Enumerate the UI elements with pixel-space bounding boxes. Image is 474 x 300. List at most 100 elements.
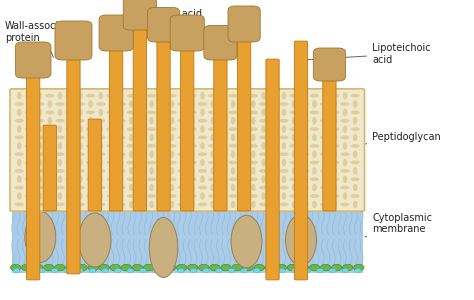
Circle shape xyxy=(178,268,184,273)
Ellipse shape xyxy=(17,192,22,200)
Ellipse shape xyxy=(65,110,75,114)
Ellipse shape xyxy=(127,194,136,198)
Ellipse shape xyxy=(218,102,228,106)
Ellipse shape xyxy=(279,169,289,173)
Ellipse shape xyxy=(47,134,52,141)
Ellipse shape xyxy=(312,150,317,158)
Ellipse shape xyxy=(58,159,62,166)
Ellipse shape xyxy=(109,100,113,108)
Ellipse shape xyxy=(251,184,255,191)
Ellipse shape xyxy=(15,202,24,206)
Circle shape xyxy=(216,268,222,273)
Circle shape xyxy=(114,268,121,273)
Ellipse shape xyxy=(282,176,286,183)
Circle shape xyxy=(292,268,298,273)
Circle shape xyxy=(121,203,132,210)
Circle shape xyxy=(13,268,20,273)
Ellipse shape xyxy=(208,161,217,164)
Ellipse shape xyxy=(96,119,105,123)
Ellipse shape xyxy=(147,127,156,131)
Ellipse shape xyxy=(312,184,317,191)
Ellipse shape xyxy=(96,152,105,156)
Ellipse shape xyxy=(76,169,85,173)
Ellipse shape xyxy=(27,201,32,208)
Ellipse shape xyxy=(178,102,187,106)
Ellipse shape xyxy=(117,202,126,206)
Circle shape xyxy=(276,203,287,210)
FancyBboxPatch shape xyxy=(16,42,51,78)
Circle shape xyxy=(343,264,353,271)
Ellipse shape xyxy=(208,127,217,131)
Ellipse shape xyxy=(45,94,55,98)
Ellipse shape xyxy=(25,161,34,164)
Ellipse shape xyxy=(218,152,228,156)
Ellipse shape xyxy=(170,201,174,208)
Ellipse shape xyxy=(259,202,268,206)
Ellipse shape xyxy=(238,169,248,173)
Ellipse shape xyxy=(58,192,62,200)
Ellipse shape xyxy=(340,169,349,173)
Ellipse shape xyxy=(106,144,116,148)
Ellipse shape xyxy=(35,102,44,106)
Ellipse shape xyxy=(88,150,93,158)
Ellipse shape xyxy=(310,177,319,181)
Ellipse shape xyxy=(88,201,93,208)
Ellipse shape xyxy=(35,186,44,190)
Ellipse shape xyxy=(241,192,246,200)
Circle shape xyxy=(77,203,87,210)
Circle shape xyxy=(132,203,143,210)
Ellipse shape xyxy=(147,94,156,98)
Ellipse shape xyxy=(47,150,52,158)
Circle shape xyxy=(304,268,310,273)
Ellipse shape xyxy=(47,100,52,108)
Ellipse shape xyxy=(45,144,55,148)
Ellipse shape xyxy=(251,134,255,141)
Ellipse shape xyxy=(292,167,296,175)
Ellipse shape xyxy=(106,127,116,131)
Ellipse shape xyxy=(251,100,255,108)
Ellipse shape xyxy=(139,176,144,183)
Circle shape xyxy=(26,268,33,273)
FancyBboxPatch shape xyxy=(228,6,260,42)
Ellipse shape xyxy=(272,134,276,141)
Ellipse shape xyxy=(119,92,123,99)
Ellipse shape xyxy=(149,117,154,124)
Ellipse shape xyxy=(310,94,319,98)
Ellipse shape xyxy=(167,110,176,114)
Ellipse shape xyxy=(188,194,197,198)
Ellipse shape xyxy=(68,100,73,108)
Circle shape xyxy=(143,264,154,271)
Ellipse shape xyxy=(109,184,113,191)
Ellipse shape xyxy=(231,150,235,158)
Ellipse shape xyxy=(190,134,195,141)
Ellipse shape xyxy=(332,201,337,208)
Ellipse shape xyxy=(261,192,266,200)
Circle shape xyxy=(355,268,361,273)
Circle shape xyxy=(329,268,336,273)
Circle shape xyxy=(102,268,109,273)
Ellipse shape xyxy=(109,134,113,141)
Ellipse shape xyxy=(127,144,136,148)
Ellipse shape xyxy=(99,125,103,133)
Circle shape xyxy=(99,203,109,210)
Circle shape xyxy=(331,203,342,210)
Ellipse shape xyxy=(330,127,339,131)
Ellipse shape xyxy=(137,136,146,139)
Ellipse shape xyxy=(55,119,64,123)
Ellipse shape xyxy=(127,94,136,98)
Ellipse shape xyxy=(109,201,113,208)
Ellipse shape xyxy=(170,117,174,124)
Ellipse shape xyxy=(290,161,299,164)
Ellipse shape xyxy=(282,159,286,166)
Circle shape xyxy=(176,264,187,271)
Ellipse shape xyxy=(159,125,164,133)
Ellipse shape xyxy=(351,177,360,181)
Circle shape xyxy=(10,264,21,271)
FancyBboxPatch shape xyxy=(109,44,123,211)
Ellipse shape xyxy=(320,202,329,206)
Ellipse shape xyxy=(167,194,176,198)
Ellipse shape xyxy=(170,100,174,108)
Ellipse shape xyxy=(249,94,258,98)
Ellipse shape xyxy=(198,186,207,190)
Ellipse shape xyxy=(300,152,309,156)
